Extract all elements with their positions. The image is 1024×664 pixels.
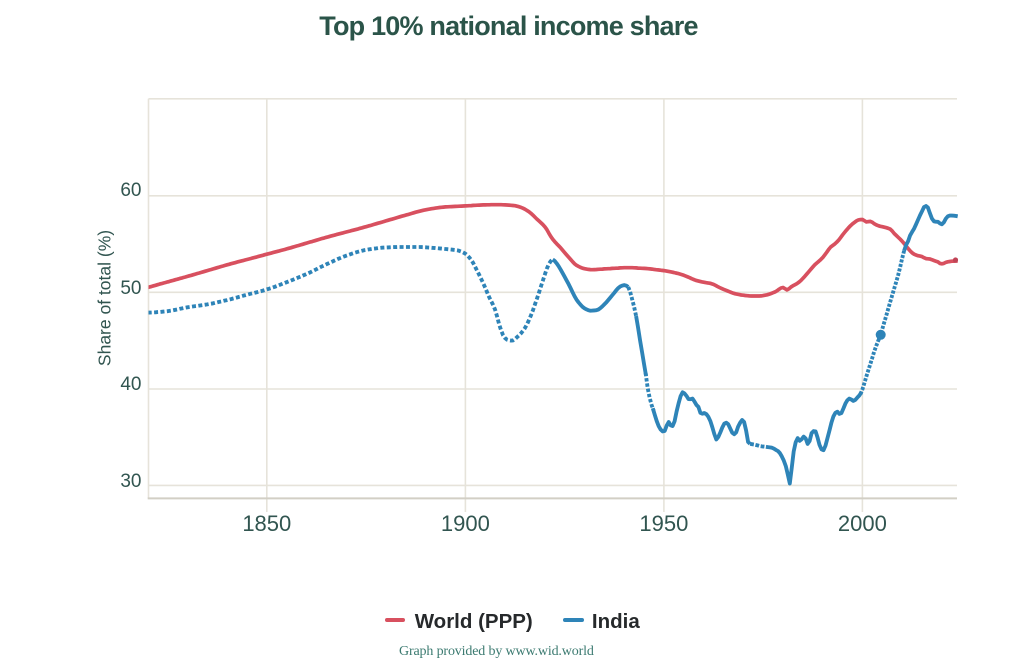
svg-text:1950: 1950 [639,511,688,536]
svg-text:2000: 2000 [838,511,887,536]
svg-text:50: 50 [120,278,141,299]
svg-text:40: 40 [120,374,141,395]
svg-text:60: 60 [120,180,141,201]
svg-text:1900: 1900 [441,511,490,536]
svg-text:30: 30 [120,471,141,492]
svg-text:1850: 1850 [242,511,291,536]
